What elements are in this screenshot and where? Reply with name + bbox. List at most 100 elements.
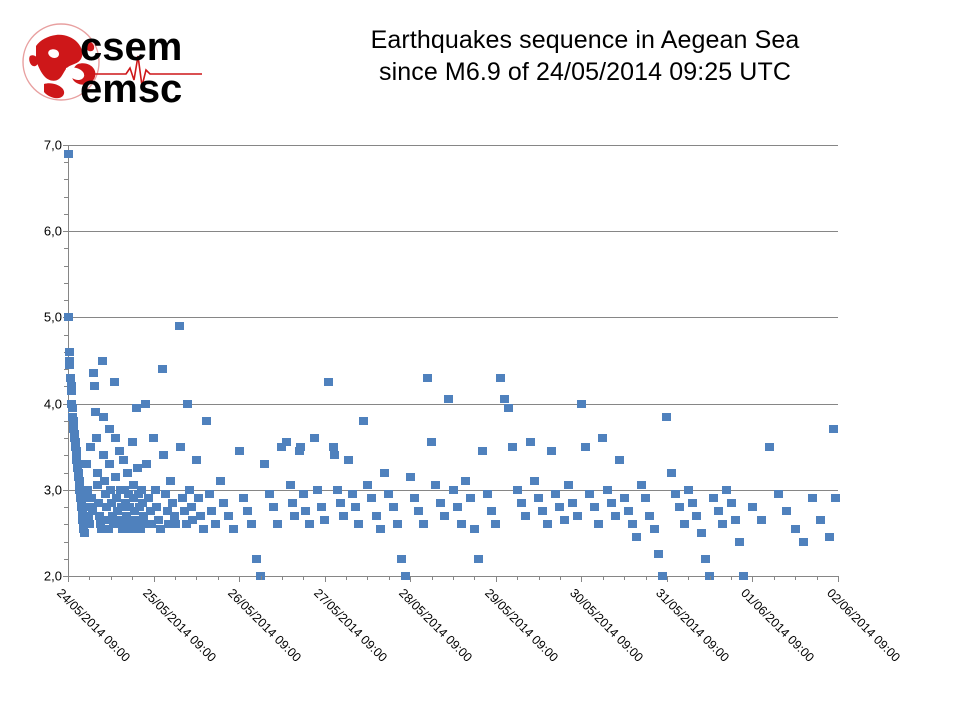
x-tick-minor (624, 576, 626, 580)
scatter-point (178, 494, 188, 503)
scatter-point (294, 447, 304, 455)
scatter-point (593, 520, 603, 529)
scatter-point (143, 494, 153, 503)
scatter-point (816, 515, 826, 524)
x-tick-major (153, 576, 155, 582)
scatter-point (181, 520, 191, 529)
x-tick-minor (196, 576, 198, 580)
scatter-point (219, 498, 229, 507)
scatter-point (67, 403, 77, 412)
scatter-point (645, 511, 655, 520)
scatter-point (375, 524, 385, 533)
scatter-point (132, 464, 142, 473)
scatter-point (147, 520, 157, 529)
scatter-point (273, 520, 283, 529)
scatter-point (66, 382, 76, 391)
y-tick-minor (64, 524, 68, 526)
scatter-point (830, 494, 840, 503)
scatter-point (101, 490, 111, 499)
scatter-point (285, 481, 295, 490)
scatter-point (72, 451, 82, 460)
y-tick-minor (64, 472, 68, 474)
scatter-point (89, 369, 99, 378)
scatter-point (96, 524, 106, 533)
x-axis-tick-label: 26/05/2014 09:00 (225, 586, 304, 665)
scatter-point (525, 438, 535, 447)
scatter-point (102, 515, 112, 524)
scatter-point (397, 554, 407, 563)
scatter-point (290, 511, 300, 520)
scatter-point (469, 524, 479, 533)
scatter-point (521, 511, 531, 520)
scatter-point (183, 399, 193, 408)
page-title: Earthquakes sequence in Aegean Sea since… (300, 24, 870, 88)
x-axis-tick-label: 30/05/2014 09:00 (567, 586, 647, 665)
scatter-point (666, 468, 676, 477)
scatter-point (534, 494, 544, 503)
scatter-point (799, 537, 809, 546)
x-axis-tick-label: 28/05/2014 09:00 (396, 586, 476, 665)
y-axis-tick-label: 5,0 (43, 309, 62, 325)
scatter-point (606, 498, 616, 507)
scatter-point (439, 511, 449, 520)
scatter-point (516, 498, 526, 507)
gridline-y (68, 403, 838, 405)
x-tick-major (752, 576, 754, 582)
scatter-point (69, 425, 79, 434)
scatter-point (330, 451, 340, 460)
scatter-point (313, 485, 323, 494)
scatter-point (333, 485, 342, 494)
x-tick-minor (260, 576, 262, 580)
scatter-point (301, 507, 311, 516)
scatter-point (572, 511, 582, 520)
scatter-point (410, 494, 419, 503)
scatter-point (700, 554, 710, 563)
scatter-point (80, 494, 90, 503)
scatter-point (66, 386, 76, 395)
title-line-1: Earthquakes sequence in Aegean Sea (370, 26, 800, 54)
scatter-point (176, 442, 186, 451)
y-tick-major (63, 145, 68, 146)
scatter-point (119, 455, 129, 464)
x-tick-minor (367, 576, 369, 580)
scatter-point (465, 494, 475, 503)
scatter-point (162, 507, 172, 516)
x-tick-minor (89, 576, 91, 580)
scatter-point (452, 503, 462, 512)
y-tick-minor (64, 179, 68, 181)
x-tick-minor (346, 576, 348, 580)
scatter-point (338, 511, 348, 520)
y-tick-minor (64, 248, 68, 250)
scatter-point (87, 494, 97, 503)
y-tick-minor (64, 386, 68, 388)
csem-emsc-logo: csem emsc (14, 16, 204, 108)
scatter-point (309, 434, 319, 443)
y-tick-minor (64, 420, 68, 422)
scatter-point (150, 485, 160, 494)
y-tick-minor (64, 265, 68, 267)
scatter-point (350, 503, 360, 512)
scatter-point (82, 459, 92, 468)
scatter-point (461, 477, 471, 486)
scatter-point (75, 485, 85, 494)
scatter-point (105, 459, 115, 468)
scatter-point (78, 511, 88, 520)
scatter-point (100, 477, 110, 486)
scatter-point (735, 537, 745, 546)
x-tick-minor (431, 576, 433, 580)
scatter-point (118, 524, 128, 533)
y-tick-minor (64, 196, 68, 198)
scatter-point (210, 520, 220, 529)
x-tick-minor (709, 576, 711, 580)
x-tick-major (495, 576, 497, 582)
scatter-point (427, 438, 437, 447)
scatter-point (188, 515, 198, 524)
scatter-point (196, 511, 206, 520)
y-tick-minor (64, 334, 68, 336)
scatter-point (68, 412, 78, 421)
scatter-point (154, 515, 164, 524)
scatter-point (542, 520, 552, 529)
scatter-point (164, 520, 174, 529)
scatter-point (405, 472, 415, 481)
scatter-point (615, 455, 625, 464)
